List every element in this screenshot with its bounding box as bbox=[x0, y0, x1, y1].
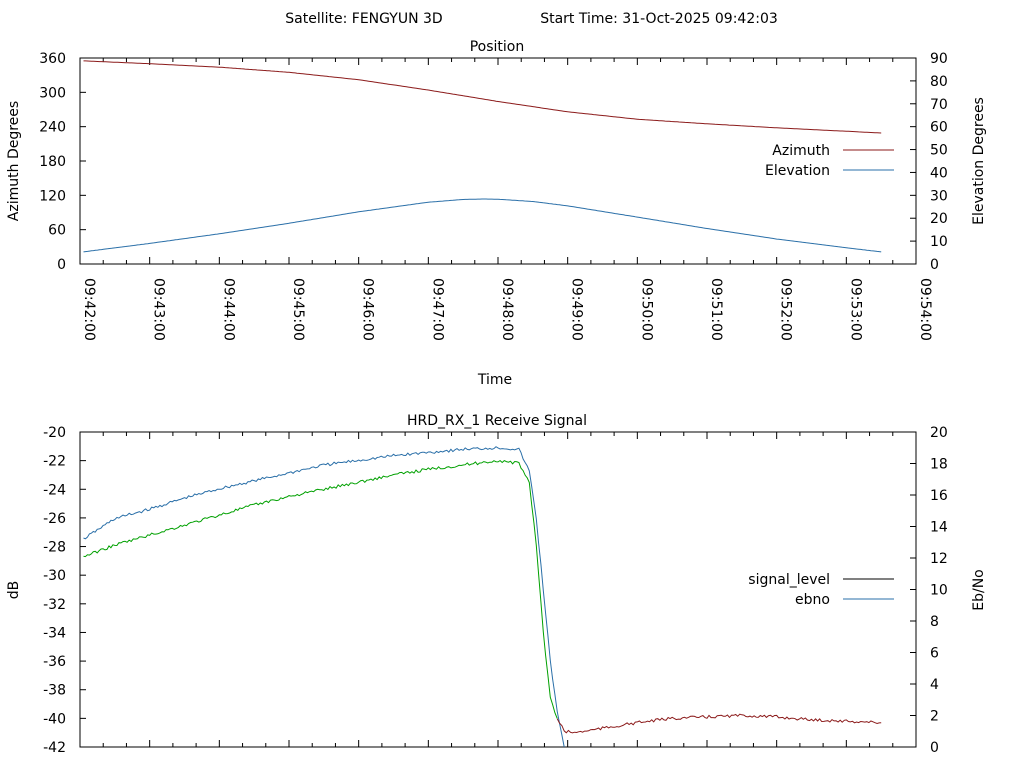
signal-y2-tick-label: 8 bbox=[930, 614, 939, 630]
signal-y2-tick-label: 12 bbox=[930, 551, 948, 567]
signal-y-tick-label: -42 bbox=[43, 740, 66, 756]
position-series-elevation-line bbox=[83, 198, 882, 253]
signal-y2-tick-label: 20 bbox=[930, 425, 948, 441]
signal-y-tick-label: -32 bbox=[43, 597, 66, 613]
position-y-tick-label: 0 bbox=[57, 257, 66, 273]
signal-ticks: -42 -40 -38 -36 -34 -32 -30 -28 -26 -24 -22 -20 0 2 4 6… bbox=[43, 425, 948, 756]
position-x-tick-label: 09:46:00 bbox=[360, 278, 376, 341]
position-y2-tick-label: 40 bbox=[930, 165, 948, 181]
signal-y2-tick-label: 16 bbox=[930, 488, 948, 504]
signal-y-tick-label: -24 bbox=[43, 482, 66, 498]
signal-y2-tick-label: 10 bbox=[930, 583, 948, 599]
signal-lines bbox=[83, 446, 882, 748]
position-plot-frame bbox=[79, 57, 917, 265]
signal-y-tick-label: -26 bbox=[43, 511, 66, 527]
position-y-tick-label: 60 bbox=[48, 223, 66, 239]
position-x-label: Time bbox=[477, 372, 512, 388]
signal-y-tick-label: -20 bbox=[43, 425, 66, 441]
position-x-tick-label: 09:42:00 bbox=[81, 278, 97, 341]
signal-y2-tick-label: 4 bbox=[930, 677, 939, 693]
position-y2-tick-label: 70 bbox=[930, 97, 948, 113]
position-y-label: Azimuth Degrees bbox=[6, 101, 22, 221]
signal-y2-tick-label: 14 bbox=[930, 520, 948, 536]
position-x-tick-label: 09:47:00 bbox=[429, 278, 445, 341]
signal-y2-tick-label: 0 bbox=[930, 740, 939, 756]
position-y-tick-label: 120 bbox=[39, 188, 66, 204]
signal-y-tick-label: -28 bbox=[43, 540, 66, 556]
position-y2-tick-label: 20 bbox=[930, 211, 948, 227]
position-x-tick-label: 09:48:00 bbox=[499, 278, 515, 341]
position-y2-label: Elevation Degrees bbox=[971, 97, 987, 225]
signal-chart-title: HRD_RX_1 Receive Signal bbox=[407, 413, 587, 429]
position-x-tick-label: 09:49:00 bbox=[569, 278, 585, 341]
position-y2-tick-label: 50 bbox=[930, 143, 948, 159]
position-legend-label-azimuth: Azimuth bbox=[772, 143, 830, 159]
signal-y2-tick-label: 6 bbox=[930, 646, 939, 662]
signal-y2-label: Eb/No bbox=[971, 569, 987, 611]
signal-y-label: dB bbox=[6, 581, 22, 600]
position-y2-tick-label: 30 bbox=[930, 188, 948, 204]
position-ticks: 0 60 120 180 240 300 360 0 10 20 30 40 50 60 70 80 90 09:… bbox=[39, 51, 948, 341]
position-x-tick-label: 09:52:00 bbox=[778, 278, 794, 341]
position-y-tick-label: 180 bbox=[39, 154, 66, 170]
position-y-tick-label: 240 bbox=[39, 120, 66, 136]
position-lines bbox=[83, 60, 882, 253]
signal-y2-tick-label: 18 bbox=[930, 457, 948, 473]
signal-y-tick-label: -22 bbox=[43, 454, 66, 470]
position-x-tick-label: 09:54:00 bbox=[917, 278, 933, 341]
signal-series-trace-2-line bbox=[83, 459, 558, 719]
signal-y-tick-label: -38 bbox=[43, 683, 66, 699]
signal-y2-tick-label: 2 bbox=[930, 709, 939, 725]
position-legend: Azimuth Elevation bbox=[765, 143, 894, 179]
signal-y-tick-label: -30 bbox=[43, 568, 66, 584]
signal-legend-label-signal-level: signal_level bbox=[748, 572, 830, 588]
position-x-tick-label: 09:44:00 bbox=[220, 278, 236, 341]
position-x-tick-label: 09:50:00 bbox=[638, 278, 654, 341]
position-y2-tick-label: 60 bbox=[930, 120, 948, 136]
position-y2-tick-label: 90 bbox=[930, 51, 948, 67]
position-x-tick-label: 09:43:00 bbox=[151, 278, 167, 341]
position-chart-title: Position bbox=[470, 39, 525, 55]
position-series-azimuth-line bbox=[83, 60, 882, 134]
signal-series-trace-3-line bbox=[556, 713, 882, 734]
position-x-tick-label: 09:53:00 bbox=[847, 278, 863, 341]
position-y-tick-label: 300 bbox=[39, 85, 66, 101]
position-y-tick-label: 360 bbox=[39, 51, 66, 67]
position-legend-label-elevation: Elevation bbox=[765, 163, 830, 179]
signal-series-ebno-line bbox=[83, 446, 565, 748]
start-time-label: Start Time: 31-Oct-2025 09:42:03 bbox=[540, 11, 778, 27]
position-y2-tick-label: 10 bbox=[930, 234, 948, 250]
signal-y-tick-label: -40 bbox=[43, 711, 66, 727]
signal-y-tick-label: -36 bbox=[43, 654, 66, 670]
signal-legend-label-ebno: ebno bbox=[795, 592, 830, 608]
position-x-tick-label: 09:51:00 bbox=[708, 278, 724, 341]
position-x-tick-label: 09:45:00 bbox=[290, 278, 306, 341]
position-y2-tick-label: 80 bbox=[930, 74, 948, 90]
position-y2-tick-label: 0 bbox=[930, 257, 939, 273]
signal-y-tick-label: -34 bbox=[43, 625, 66, 641]
satellite-label: Satellite: FENGYUN 3D bbox=[285, 11, 442, 27]
signal-plot-frame bbox=[79, 431, 917, 748]
